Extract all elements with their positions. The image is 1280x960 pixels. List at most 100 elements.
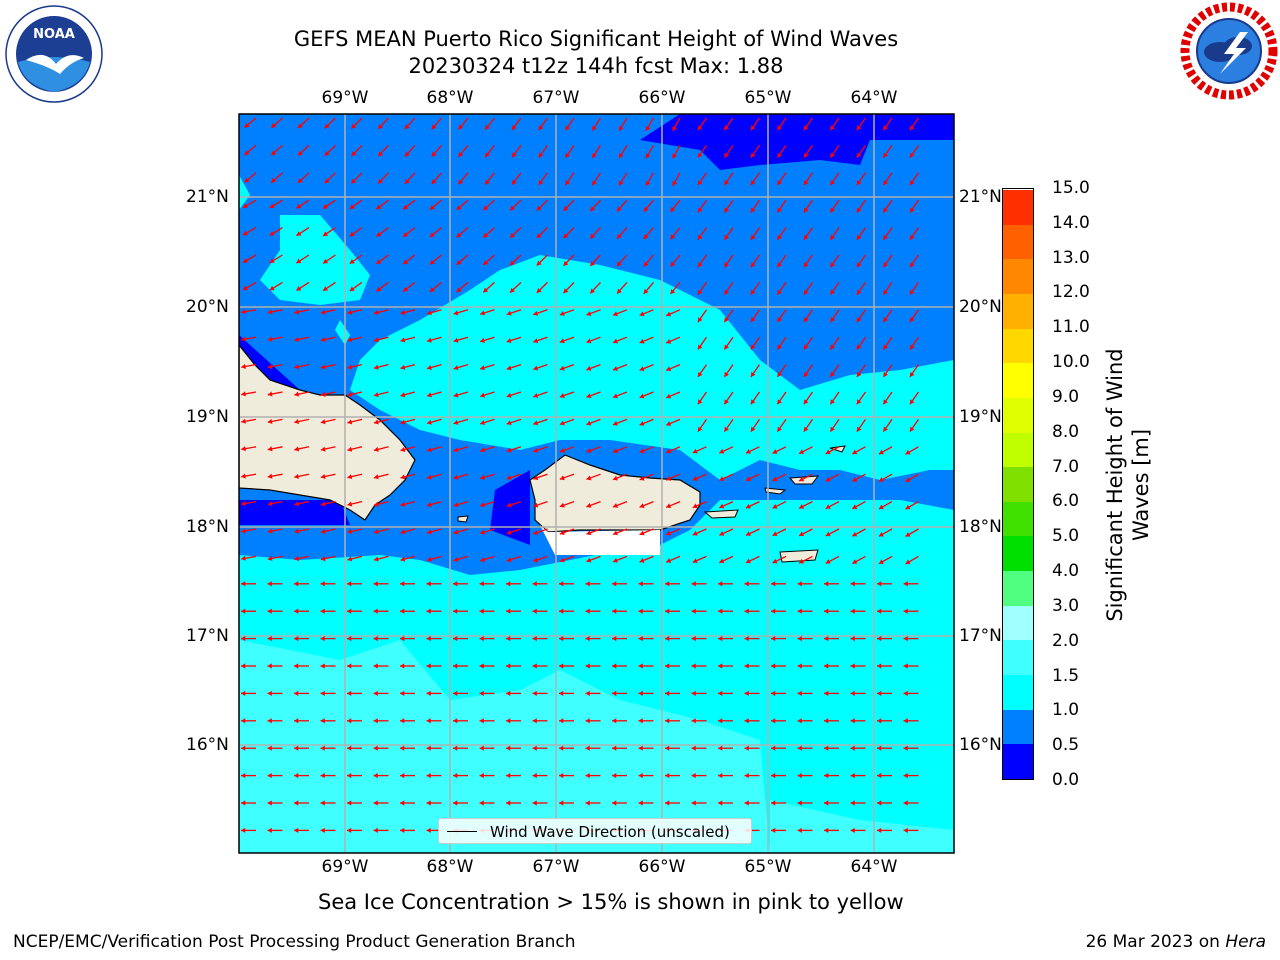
wind-wave-arrowhead (267, 827, 272, 833)
wind-wave-arrowhead (883, 426, 888, 432)
lat-label-right: 21°N (959, 187, 1002, 207)
wind-wave-arrowhead (506, 502, 512, 508)
wind-wave-arrowhead (586, 448, 592, 453)
wind-wave-arrowhead (456, 259, 462, 265)
wind-wave-arrowhead (267, 391, 273, 397)
wind-wave-arrowhead (852, 531, 858, 537)
wind-wave-arrowhead (506, 581, 511, 587)
wind-wave-arrowhead (506, 690, 511, 696)
wind-wave-arrowhead (294, 501, 300, 507)
wind-wave-arrowhead (803, 426, 809, 432)
wind-wave-arrowhead (376, 204, 382, 210)
colorbar-segment (1003, 397, 1033, 433)
wind-wave-arrowhead (613, 503, 618, 508)
wind-wave-arrowhead (586, 530, 592, 536)
wind-wave-arrowhead (719, 476, 725, 481)
wind-wave-arrowhead (429, 204, 435, 210)
wind-wave-arrowhead (830, 399, 835, 405)
wind-wave-arrowhead (719, 531, 725, 536)
wind-wave-arrowhead (585, 663, 590, 669)
colorbar-segment (1003, 535, 1033, 572)
wind-wave-arrowhead (373, 581, 378, 587)
wind-wave-arrowhead (403, 232, 409, 237)
mona-island (457, 515, 469, 523)
wind-wave-arrowhead (612, 800, 617, 806)
wind-wave-arrowhead (585, 636, 590, 642)
wind-wave-arrowhead (665, 663, 670, 669)
wind-wave-arrowhead (511, 152, 517, 158)
wind-wave-arrowhead (617, 261, 622, 267)
lon-label-bottom: 67°W (532, 857, 580, 877)
wind-wave-arrowhead (400, 800, 405, 806)
wind-wave-arrowhead (850, 827, 855, 833)
wind-wave-arrowhead (506, 557, 512, 563)
wind-wave-arrowhead (692, 530, 698, 536)
colorbar-tick-label: 11.0 (1052, 317, 1090, 338)
wave-height-fill-1.5-2-east (770, 800, 954, 853)
wind-wave-arrowhead (559, 420, 565, 426)
wind-wave-arrowhead (850, 745, 855, 751)
wind-wave-arrowhead (830, 371, 835, 377)
wind-wave-arrowhead (483, 260, 489, 265)
colorbar-segment (1003, 639, 1033, 676)
wind-wave-arrowhead (400, 745, 405, 751)
colorbar-tick-label: 1.5 (1052, 665, 1080, 686)
wind-wave-arrowhead (404, 151, 410, 157)
lon-label-bottom: 69°W (321, 857, 369, 877)
colorbar-tick-label: 2.0 (1052, 630, 1080, 651)
wind-wave-arrowhead (563, 288, 569, 294)
wind-wave-arrowhead (909, 125, 915, 131)
wind-wave-arrowhead (347, 718, 352, 724)
wind-wave-arrowhead (403, 204, 409, 210)
wind-wave-arrowhead (480, 529, 486, 535)
wind-wave-arrowhead (536, 260, 542, 266)
wind-wave-arrowhead (506, 475, 512, 480)
wind-wave-arrowhead (373, 773, 378, 779)
wind-wave-arrowhead (271, 177, 277, 183)
wind-wave-arrowhead (400, 556, 406, 562)
colorbar-tick-label: 14.0 (1052, 212, 1090, 233)
wind-wave-arrowhead (638, 745, 643, 751)
wind-wave-arrowhead (376, 231, 382, 237)
colorbar-tick-label: 7.0 (1052, 456, 1080, 477)
wind-wave-arrowhead (877, 745, 882, 751)
colorbar-title-line: Waves [m] (1129, 428, 1153, 542)
wind-wave-arrowhead (612, 581, 617, 587)
wind-wave-arrowhead (697, 207, 703, 213)
wind-wave-arrowhead (373, 663, 378, 669)
wind-wave-arrowhead (559, 365, 565, 371)
wind-wave-arrowhead (510, 260, 515, 266)
wind-wave-arrowhead (852, 504, 858, 509)
wind-wave-arrowhead (427, 447, 432, 453)
wind-wave-arrowhead (347, 364, 353, 370)
wind-wave-arrowhead (771, 636, 776, 642)
wind-wave-arrowhead (532, 773, 537, 779)
wind-wave-arrowhead (718, 745, 723, 751)
wind-wave-arrowhead (294, 718, 299, 724)
wind-wave-arrowhead (852, 559, 858, 564)
wind-wave-arrowhead (697, 344, 703, 350)
wind-wave-arrowhead (672, 126, 678, 132)
wind-wave-arrowhead (691, 718, 696, 724)
wind-wave-arrowhead (533, 420, 539, 426)
wind-wave-arrowhead (373, 446, 379, 452)
wind-wave-arrowhead (453, 745, 458, 751)
wind-wave-arrowhead (243, 285, 249, 290)
wind-wave-arrowhead (565, 180, 571, 186)
wind-wave-arrowhead (296, 286, 302, 291)
wind-wave-arrowhead (294, 608, 299, 614)
wind-wave-arrowhead (883, 317, 888, 323)
wind-wave-arrowhead (619, 125, 624, 131)
wind-wave-arrowhead (506, 447, 512, 453)
wind-wave-arrowhead (241, 718, 246, 724)
wind-wave-arrowhead (830, 152, 835, 158)
wind-wave-arrowhead (639, 366, 645, 372)
colorbar-tick-label: 1.0 (1052, 700, 1080, 721)
wind-wave-arrowhead (824, 636, 829, 642)
wind-wave-arrowhead (378, 123, 383, 129)
wind-wave-arrowhead (511, 125, 517, 130)
wind-wave-arrowhead (559, 745, 564, 751)
wind-wave-arrowhead (294, 473, 300, 479)
wind-wave-arrowhead (533, 310, 539, 316)
wind-wave-arrowhead (349, 231, 355, 237)
